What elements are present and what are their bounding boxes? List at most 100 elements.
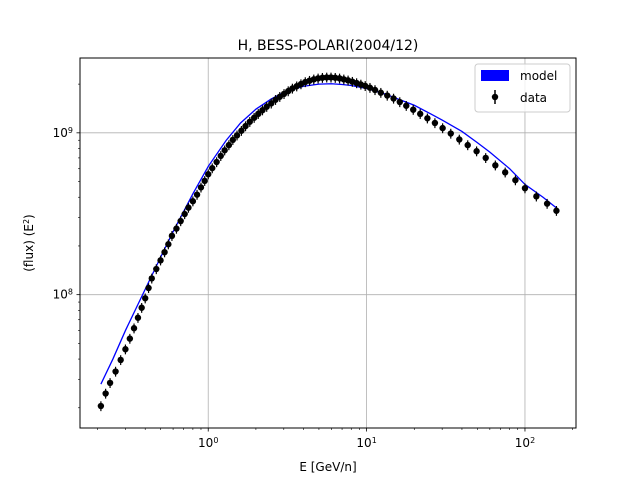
data-point-marker — [384, 92, 391, 99]
x-tick-label-exponent: 2 — [530, 436, 535, 445]
data-point — [250, 112, 258, 123]
data-point-marker — [205, 171, 212, 178]
data-point — [447, 128, 454, 139]
data-point — [501, 167, 509, 178]
data-point-marker — [185, 204, 192, 211]
data-point — [233, 130, 241, 141]
data-point — [246, 117, 253, 127]
chart-title: H, BESS-POLARI(2004/12) — [238, 38, 419, 54]
data-point — [464, 140, 471, 151]
model-line — [100, 83, 558, 385]
x-tick-label-exponent: 1 — [372, 436, 377, 445]
data-point-marker — [431, 119, 439, 127]
legend-label-data: data — [520, 91, 547, 105]
data-point-marker — [209, 164, 216, 172]
data-point-marker — [197, 184, 205, 191]
data-point — [482, 153, 489, 164]
data-point-marker — [371, 86, 379, 94]
data-point — [185, 202, 192, 213]
data-point — [410, 104, 417, 115]
legend-swatch-model — [481, 70, 509, 81]
data-point-marker — [201, 177, 208, 185]
data-point — [209, 163, 216, 174]
data-point — [521, 183, 529, 194]
data-point — [533, 191, 540, 202]
data-point-marker — [165, 241, 172, 248]
y-tick-label-exponent: 8 — [68, 287, 73, 296]
data-point — [377, 87, 385, 98]
data-point-marker — [482, 154, 489, 162]
data-point — [177, 216, 184, 227]
data-point — [473, 146, 480, 157]
y-tick-label-base: 10 — [53, 126, 68, 140]
y-tick-label-base: 10 — [53, 288, 68, 302]
data-point-marker — [153, 265, 160, 273]
x-axis-label: E [GeV/n] — [299, 460, 356, 474]
y-axis-label: (flux) (E2) — [22, 214, 37, 272]
y-tick-label-exponent: 9 — [68, 125, 73, 134]
data-point — [106, 378, 114, 388]
legend-label-model: model — [520, 69, 557, 83]
data-point-marker — [424, 115, 431, 122]
data-point — [238, 125, 245, 136]
x-tick-label-base: 10 — [198, 436, 213, 450]
data-point — [117, 355, 124, 366]
data-point-marker — [173, 225, 180, 232]
data-point-marker — [464, 141, 471, 149]
data-point-marker — [142, 295, 149, 302]
data-point — [439, 123, 446, 134]
legend-marker-data — [491, 93, 499, 101]
data-point-marker — [112, 368, 119, 375]
data-point — [366, 82, 374, 93]
data-point — [403, 100, 410, 111]
data-point-marker — [417, 110, 424, 118]
model-series — [100, 83, 558, 385]
data-point — [153, 264, 160, 275]
data-point-marker — [377, 89, 385, 96]
data-point — [255, 109, 262, 119]
data-point — [229, 135, 237, 145]
y-tick-label: 109 — [53, 125, 73, 140]
data-point-marker — [221, 147, 228, 154]
data-point-marker — [145, 284, 152, 292]
data-point-marker — [134, 314, 142, 321]
data-point-marker — [229, 136, 237, 144]
data-point — [205, 169, 212, 180]
y-axis-label-close: ) — [22, 214, 36, 219]
data-point — [173, 223, 180, 234]
data-point-marker — [501, 169, 509, 176]
data-point — [259, 105, 266, 116]
data-point — [424, 113, 431, 124]
data-point-marker — [177, 217, 184, 225]
data-point — [193, 189, 201, 200]
data-point-marker — [106, 379, 114, 387]
data-point-marker — [447, 130, 454, 137]
data-point-marker — [456, 136, 463, 143]
data-point — [431, 118, 439, 129]
data-point-marker — [130, 325, 138, 332]
data-point — [126, 333, 134, 344]
data-point — [221, 145, 228, 156]
data-point — [102, 388, 109, 399]
x-tick-label-base: 10 — [356, 436, 371, 450]
data-point — [268, 98, 275, 109]
data-point — [168, 231, 176, 241]
data-point-marker — [396, 98, 403, 106]
y-axis-label-superscript: 2 — [22, 219, 31, 224]
data-point — [492, 160, 499, 171]
data-point-marker — [543, 200, 551, 207]
data-point — [122, 344, 129, 355]
data-point-marker — [213, 158, 220, 166]
data-point-marker — [117, 356, 124, 364]
data-point — [417, 109, 424, 119]
data-point-marker — [410, 106, 417, 113]
data-point-marker — [126, 335, 134, 342]
data-point — [112, 366, 119, 377]
data-point — [138, 303, 145, 313]
y-axis-label-text: (flux) (E — [22, 224, 36, 272]
data-point — [543, 198, 551, 209]
data-point-marker — [439, 124, 446, 132]
data-point-marker — [268, 100, 275, 107]
data-point — [225, 140, 233, 151]
